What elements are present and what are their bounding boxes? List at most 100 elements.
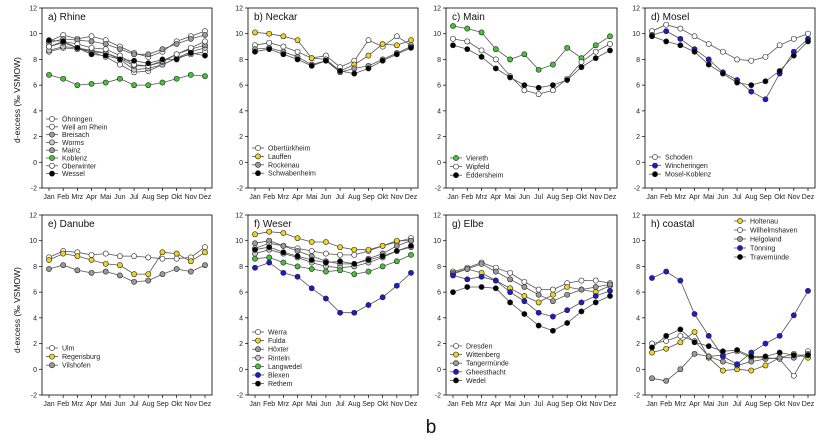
data-point xyxy=(464,284,471,290)
data-point xyxy=(535,91,542,98)
y-tick-label: 10 xyxy=(433,31,441,38)
x-tick-label: Jul xyxy=(534,401,543,408)
y-tick-label: 12 xyxy=(433,213,441,220)
data-point xyxy=(705,332,712,339)
data-point xyxy=(337,267,343,274)
data-point xyxy=(450,42,456,49)
y-tick-label: 12 xyxy=(632,6,640,13)
data-point xyxy=(550,313,556,320)
data-point xyxy=(705,353,712,360)
data-point xyxy=(408,242,414,249)
legend-label: Mosel-Koblenz xyxy=(665,172,712,179)
data-point xyxy=(88,80,95,87)
y-tick-label: 6 xyxy=(636,83,640,90)
data-point xyxy=(720,353,726,360)
data-point xyxy=(478,260,485,267)
data-point xyxy=(266,237,273,244)
data-point xyxy=(252,29,258,36)
data-point xyxy=(535,299,542,306)
y-tick-label: 4 xyxy=(636,315,640,322)
data-point xyxy=(663,377,670,384)
data-point xyxy=(464,38,471,45)
x-tick-label: Mai xyxy=(100,401,112,408)
data-point xyxy=(607,47,613,54)
y-tick-label: 4 xyxy=(239,315,243,322)
data-point xyxy=(187,35,194,42)
data-point xyxy=(550,87,556,94)
data-point xyxy=(663,38,670,45)
data-point xyxy=(464,276,471,283)
y-tick-label: 4 xyxy=(33,315,37,322)
x-tick-label: Apr xyxy=(689,194,701,201)
data-point xyxy=(478,284,485,290)
data-point xyxy=(748,353,755,360)
data-point xyxy=(145,277,152,284)
x-tick-label: Aug xyxy=(142,401,155,408)
x-tick-label: Apr xyxy=(292,194,304,201)
legend-marker xyxy=(49,147,55,154)
x-tick-label: Jul xyxy=(130,194,139,201)
y-tick-label: 10 xyxy=(433,238,441,245)
data-point xyxy=(762,362,769,369)
data-point xyxy=(720,358,726,365)
data-point xyxy=(202,73,208,80)
y-tick-label: 6 xyxy=(33,83,37,90)
legend-label: Wincheringen xyxy=(665,163,708,170)
series-line xyxy=(48,74,206,86)
data-point xyxy=(691,329,698,335)
y-axis-label-bottom: d-excess (‰ VSMOW) xyxy=(12,267,22,353)
data-point xyxy=(88,51,95,58)
data-point xyxy=(131,57,137,64)
data-point xyxy=(663,332,670,339)
data-point xyxy=(521,311,528,317)
data-point xyxy=(280,43,287,50)
data-point xyxy=(102,41,109,47)
data-point xyxy=(578,277,585,284)
data-point xyxy=(252,240,258,247)
data-point xyxy=(266,46,273,53)
plot-frame xyxy=(644,214,816,396)
data-point xyxy=(748,57,755,64)
y-axis-label-top: d-excess (‰ VSMOW) xyxy=(12,57,22,143)
legend-marker xyxy=(49,353,55,360)
data-point xyxy=(294,37,301,44)
y-tick-label: 8 xyxy=(239,57,243,64)
data-point xyxy=(492,268,499,275)
data-point xyxy=(74,253,81,260)
panel-1: -2 0 2 4 6 8 10 12 Jan Feb Mrz Apr Mai Jun Jul Aug Sep Ok… xyxy=(29,6,213,201)
series-line xyxy=(48,246,206,260)
figure-label: b xyxy=(426,417,437,438)
data-point xyxy=(280,33,287,40)
x-tick-label: Dez xyxy=(802,401,815,408)
legend-marker xyxy=(737,254,743,260)
data-point xyxy=(748,358,755,365)
legend-marker xyxy=(49,170,55,177)
panel-4: -2 0 2 4 6 8 10 12 Jan Feb Mrz Apr Mai Jun Jul Aug Sep Ok… xyxy=(632,6,816,201)
plot-frame xyxy=(41,214,213,396)
data-point xyxy=(294,253,301,260)
data-point xyxy=(88,38,95,45)
data-point xyxy=(173,250,180,257)
data-point xyxy=(408,237,414,244)
legend-marker xyxy=(255,354,261,361)
x-tick-label: Nov xyxy=(391,401,404,408)
data-point xyxy=(677,35,684,42)
x-tick-label: Dez xyxy=(604,194,617,201)
x-tick-label: Nov xyxy=(788,401,801,408)
data-point xyxy=(535,286,542,293)
data-point xyxy=(365,52,372,59)
legend-marker xyxy=(737,227,743,233)
legend-marker xyxy=(49,155,55,161)
panel-title: c) Main xyxy=(452,12,485,23)
data-point xyxy=(790,372,797,379)
x-tick-label: Mrz xyxy=(72,194,84,201)
data-point xyxy=(607,293,613,299)
data-point xyxy=(762,340,769,347)
y-tick-label: 0 xyxy=(437,367,441,374)
x-tick-label: Dez xyxy=(405,194,418,201)
data-point xyxy=(464,46,471,53)
data-point xyxy=(677,326,684,333)
data-point xyxy=(550,61,556,68)
data-point xyxy=(450,289,456,296)
legend-marker xyxy=(255,153,261,160)
